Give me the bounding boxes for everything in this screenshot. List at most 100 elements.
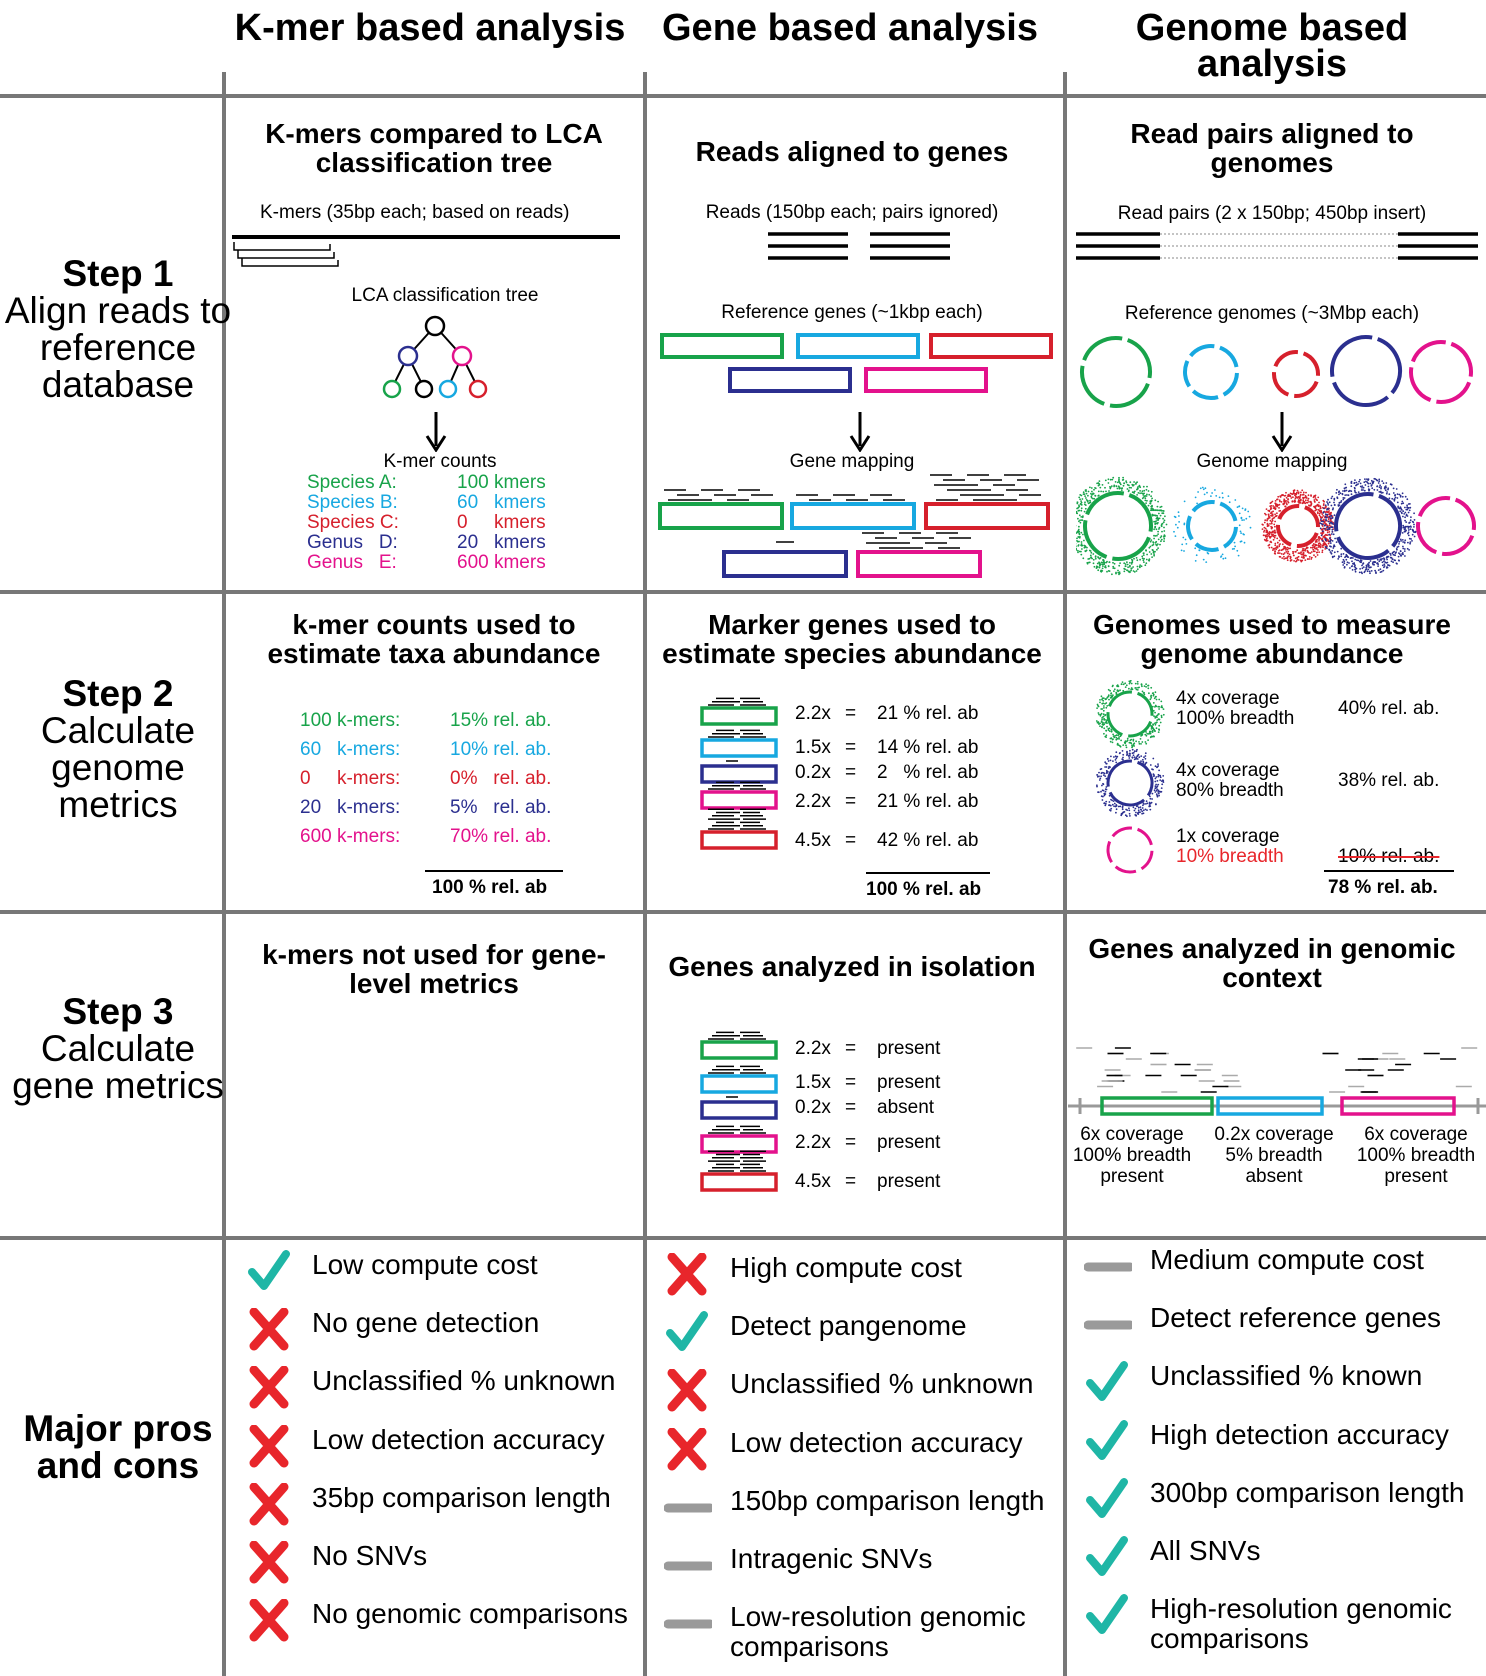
pros-cons-label: Detect pangenome [730, 1310, 967, 1342]
kmer-count-name: Genus E: [307, 552, 397, 573]
cross-icon [249, 1424, 289, 1468]
pros-cons-item: All SNVs [1084, 1536, 1484, 1576]
genomic-context-labels: 6x coverage 100% breadth present 0.2x cover… [1068, 1124, 1486, 1196]
down-arrow-icon [1271, 412, 1293, 452]
cross-icon [249, 1366, 289, 1409]
pros-cons-item: High compute cost [664, 1252, 1064, 1296]
row-header-step2: Step 2 Calculate genome metrics [0, 675, 236, 823]
pros-cons-item: 300bp comparison length [1084, 1476, 1484, 1518]
pros-cons-item: Unclassified % unknown [246, 1365, 636, 1409]
kmer-abundance-row: 60 k-mers: 10% rel. ab. [300, 739, 620, 763]
genome-breadth: 100% breadth [1176, 708, 1295, 729]
lca-tree-label: LCA classification tree [351, 285, 539, 306]
gene-mapping-label: Gene mapping [789, 451, 915, 472]
read-pairs-label: Read pairs (2 x 150bp; 450bp insert) [1117, 203, 1427, 224]
pros-cons-item: Unclassified % unknown [664, 1369, 1064, 1412]
read-line [232, 235, 620, 239]
ref-gene-navy [728, 367, 852, 393]
kmer-count-value: 20 kmers [457, 532, 546, 553]
equals-sign: = [845, 830, 857, 851]
pros-cons-label: Low detection accuracy [312, 1423, 605, 1455]
ref-genomes-label: Reference genomes (~3Mbp each) [1124, 303, 1420, 324]
grid-line-row3 [0, 1236, 1486, 1240]
isolated-gene-row: 1.5x = present [795, 1072, 1045, 1096]
kmer-abundance-count: 100 k-mers: [300, 710, 401, 731]
reads-bars [768, 232, 950, 260]
kmer-count-name: Genus D: [307, 532, 398, 553]
kmer-count-value: 100 kmers [457, 472, 546, 493]
isolated-gene-row: 2.2x = present [795, 1132, 1045, 1156]
kmer-count-name: Species A: [307, 472, 397, 493]
pros-cons-item: Low detection accuracy [664, 1426, 1064, 1471]
pros-cons-label: High compute cost [730, 1252, 962, 1283]
genomic-gene-status: absent [1245, 1166, 1303, 1187]
pros-cons-item: Low compute cost [246, 1250, 636, 1290]
isolated-gene-status: present [877, 1171, 941, 1192]
marker-gene-coverage: 2.2x [795, 703, 831, 724]
kmer-abundance-row: 600 k-mers: 70% rel. ab. [300, 826, 620, 850]
genomic-gene-label: 6x coverage 100% breadth present [1062, 1124, 1202, 1187]
genome-abundance-row: 1x coverage 10% breadth 10% rel. ab. [1176, 826, 1476, 872]
equals-sign: = [845, 737, 857, 758]
row-header-pros-cons: Major pros and cons [0, 1410, 236, 1484]
equals-sign: = [845, 791, 857, 812]
equals-sign: = [845, 762, 857, 783]
pros-cons-item: Detect reference genes [1084, 1303, 1484, 1343]
marker-gene-coverage: 2.2x [795, 791, 831, 812]
pros-cons-label: 300bp comparison length [1150, 1476, 1465, 1508]
dash-icon [664, 1561, 712, 1571]
kmer-abundance-count: 20 k-mers: [300, 797, 401, 818]
kmers-label: K-mers (35bp each; based on reads) [260, 202, 570, 223]
marker-gene-stack [700, 697, 778, 850]
genome-total: 78 % rel. ab. [1328, 877, 1438, 898]
kmer-abundance-count: 600 k-mers: [300, 826, 401, 847]
pros-cons-label: Low detection accuracy [730, 1426, 1023, 1458]
cross-icon [667, 1253, 707, 1296]
genome-abundance-row: 4x coverage 100% breadth 40% rel. ab. [1176, 688, 1476, 734]
pros-cons-item: High-resolution genomic comparisons [1084, 1594, 1484, 1654]
down-arrow-icon [849, 412, 871, 452]
equals-sign: = [845, 703, 857, 724]
pros-cons-item: Low detection accuracy [246, 1423, 636, 1468]
column-header-gene: Gene based analysis [662, 7, 1038, 49]
down-arrow-icon [425, 412, 447, 452]
check-icon [1086, 1361, 1128, 1402]
genomic-gene-coverage: 6x coverage [1364, 1124, 1468, 1145]
marker-gene-row: 2.2x = 21 % rel. ab [795, 703, 1045, 727]
dash-icon [664, 1503, 712, 1513]
kmer-count-name: Species C: [307, 512, 399, 533]
genomic-gene-coverage: 0.2x coverage [1214, 1124, 1334, 1145]
dash-icon [664, 1619, 712, 1629]
genomic-gene-breadth: 5% breadth [1225, 1145, 1323, 1166]
reads-label: Reads (150bp each; pairs ignored) [705, 202, 999, 223]
grid-col-line-3 [1063, 72, 1067, 1676]
marker-gene-abundance: 42 % rel. ab [877, 830, 979, 851]
marker-gene-coverage: 0.2x [795, 762, 831, 783]
kmer-abundance-value: 0% rel. ab. [450, 768, 552, 789]
row-header-step1: Step 1 Align reads to reference database [0, 255, 236, 403]
marker-gene-abundance: 2 % rel. ab [877, 762, 979, 783]
marker-gene-coverage: 4.5x [795, 830, 831, 851]
grid-col-line-2 [643, 72, 647, 1676]
marker-gene-row: 0.2x = 2 % rel. ab [795, 762, 1045, 786]
isolated-gene-coverage: 0.2x [795, 1097, 831, 1118]
step3-genome-title: Genes analyzed in genomic context [1088, 933, 1456, 993]
dash-icon [1084, 1320, 1132, 1330]
gene-total: 100 % rel. ab [866, 879, 982, 900]
kmer-count-row: Species C: 0 kmers [307, 512, 607, 533]
kmer-abundance-row: 100 k-mers: 15% rel. ab. [300, 710, 620, 734]
check-icon [1086, 1419, 1128, 1460]
isolated-gene-stack [700, 1031, 778, 1192]
equals-sign: = [845, 1171, 857, 1192]
isolated-gene-row: 0.2x = absent [795, 1097, 1045, 1121]
kmer-count-row: Species B: 60 kmers [307, 492, 607, 513]
pros-cons-item: Intragenic SNVs [664, 1544, 1064, 1584]
pros-cons-label: Unclassified % unknown [312, 1365, 616, 1397]
isolated-gene-coverage: 1.5x [795, 1072, 831, 1093]
isolated-gene-row: 4.5x = present [795, 1171, 1045, 1195]
row-label-step1: Step 1 [62, 253, 174, 294]
step2-gene-title: Marker genes used to estimate species ab… [662, 609, 1042, 669]
cross-icon [249, 1308, 289, 1351]
grid-col-line-1 [222, 72, 226, 1676]
pros-cons-label: Intragenic SNVs [730, 1543, 933, 1574]
